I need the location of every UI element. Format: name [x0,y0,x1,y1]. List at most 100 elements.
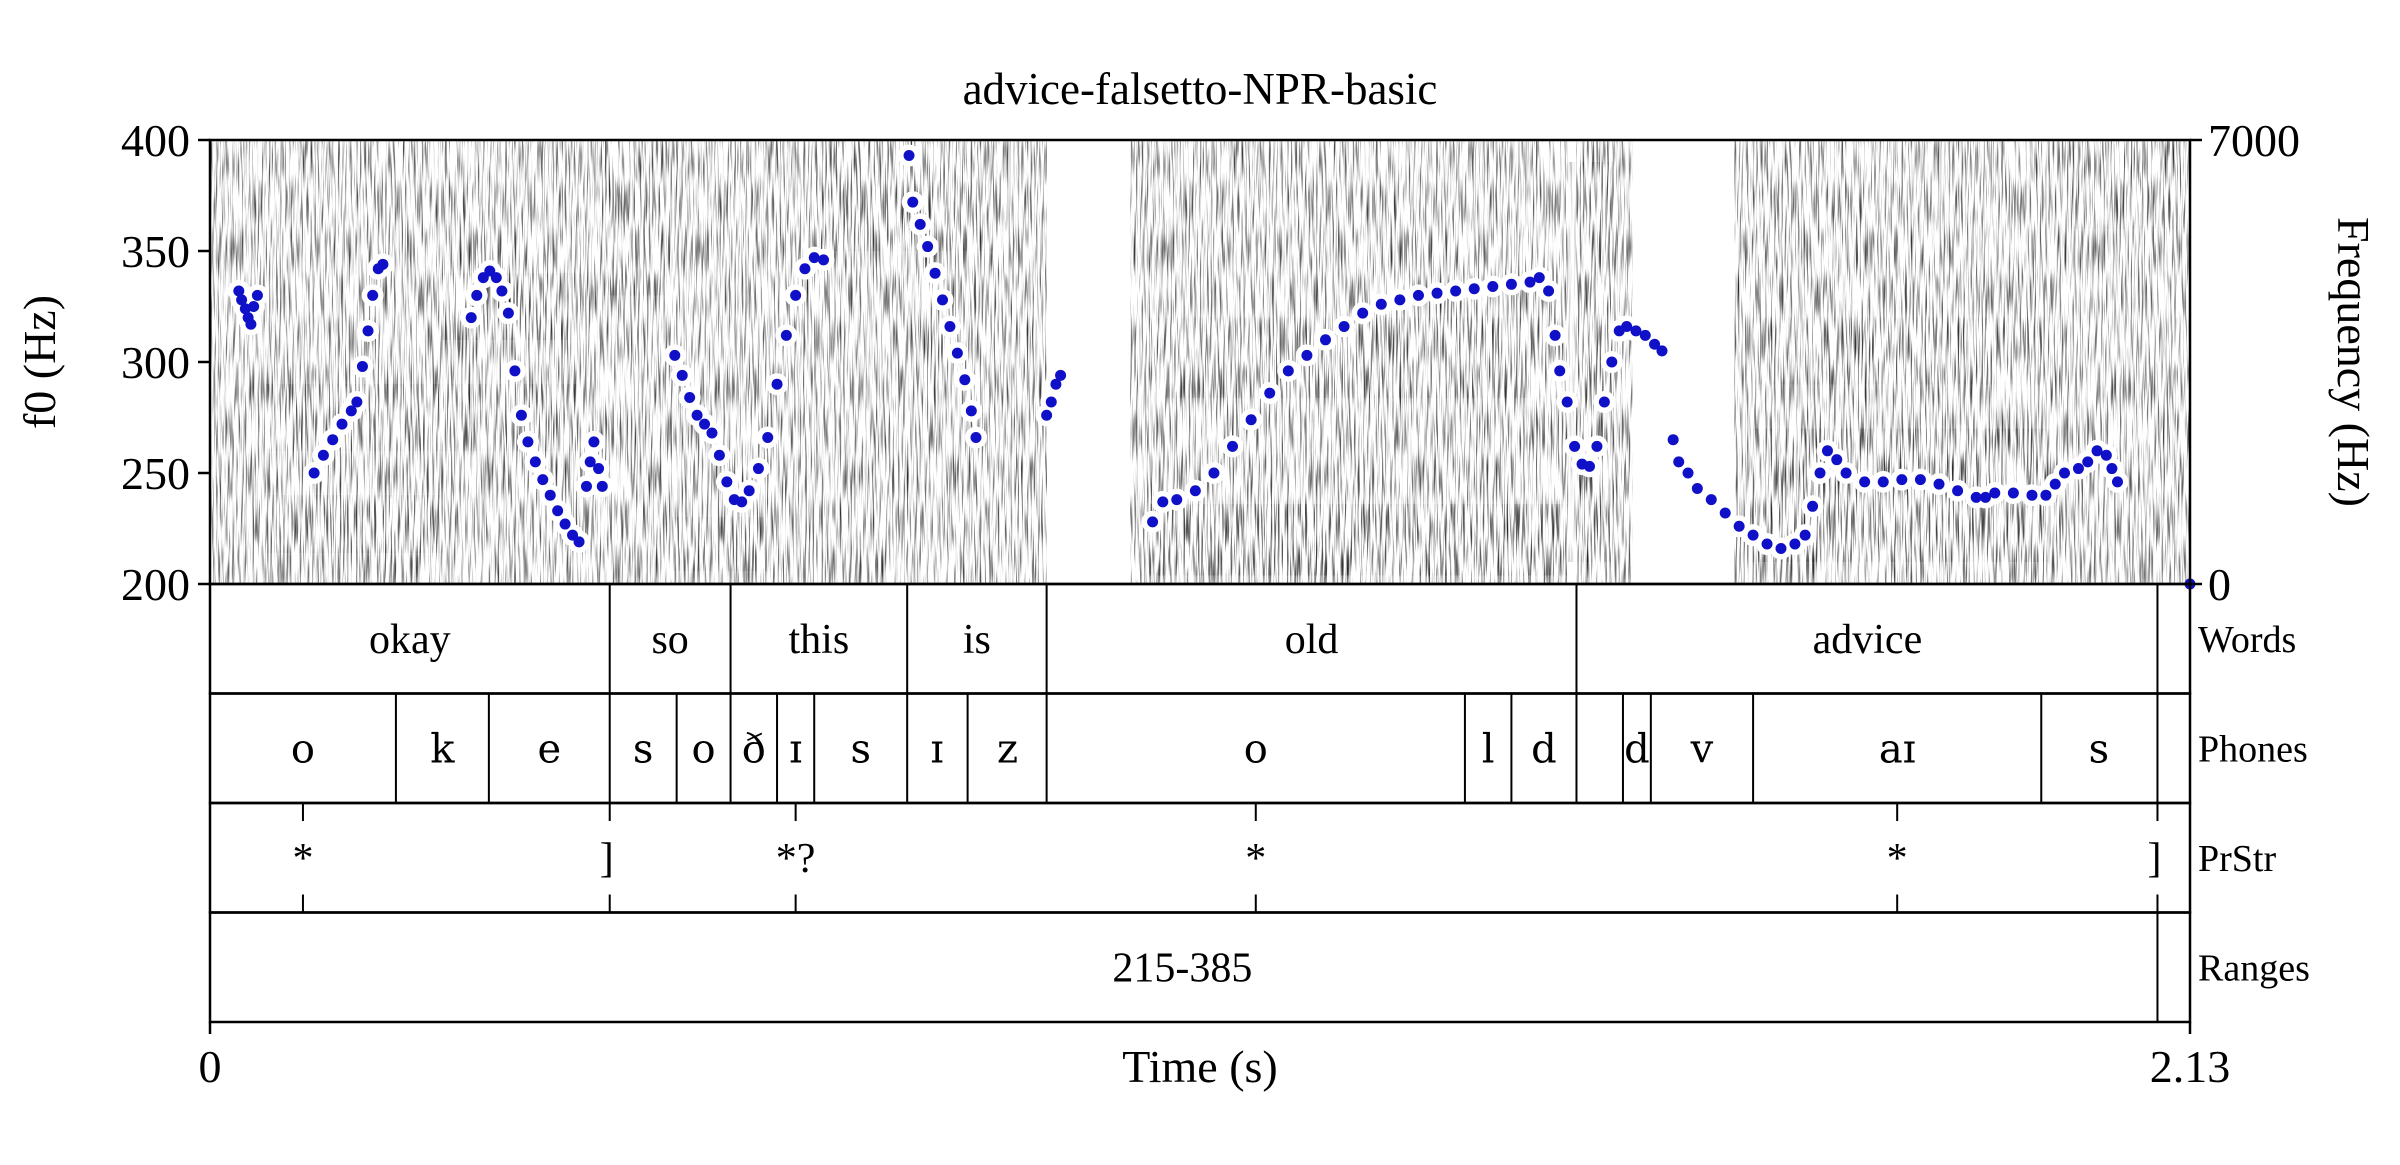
pitch-point [1814,467,1826,479]
pitch-point [1598,396,1610,408]
pitch-point [362,325,374,337]
pitch-point [2059,467,2071,479]
y-axis-label-right: Frequency (Hz) [2328,217,2379,507]
pitch-point [552,505,564,517]
pitch-point [1775,542,1787,554]
pitch-point [351,396,363,408]
pitch-point [1583,460,1595,472]
pitch-point [1859,476,1871,488]
pitch-point [1691,483,1703,495]
pitch-point [1505,278,1517,290]
interval-label: ɪ [931,726,944,772]
pitch-point [799,263,811,275]
pitch-point [251,289,263,301]
pitch-point [699,418,711,430]
tier-name: Words [2198,619,2296,661]
pitch-point [1569,440,1581,452]
pitch-point [1747,529,1759,541]
pitch-point [1524,276,1536,288]
pitch-point [317,449,329,461]
pitch-point [1979,491,1991,503]
interval-label: d [1531,726,1557,772]
pitch-point [970,431,982,443]
pitch-point [529,456,541,468]
y-tick-label: 400 [121,115,190,166]
pitch-point [1733,520,1745,532]
pitch-point [1549,329,1561,341]
interval-label: okay [369,617,451,663]
pitch-point [743,485,755,497]
y-axis-left: 200 250 300 350 400 [121,115,210,610]
point-label: * [1245,836,1266,882]
pitch-point [356,360,368,372]
pitch-point [2106,463,2118,475]
pitch-point [2049,478,2061,490]
pitch-point [1375,298,1387,310]
pitch-point [336,418,348,430]
pitch-point [1208,467,1220,479]
pitch-point [2026,489,2038,501]
pitch-track [233,150,2196,590]
pitch-point [573,536,585,548]
pitch-point [1561,396,1573,408]
interval-label: ð [742,726,766,772]
pitch-point [1245,414,1257,426]
pitch-point [2091,445,2103,457]
interval-label: 215-385 [1112,945,1252,991]
point-label: * [1887,836,1908,882]
pitch-point [236,294,248,306]
spectrogram-formant [265,495,443,553]
pitch-point [1673,456,1685,468]
spectrogram-formant [2069,140,2181,229]
pitch-point [1639,329,1651,341]
pitch-point [471,289,483,301]
pitch-point [559,518,571,530]
interval-label: o [692,726,716,772]
pitch-point [1282,365,1294,377]
tier-name: Ranges [2198,947,2310,989]
y-tick-label: 350 [121,226,190,277]
pitch-point [588,436,600,448]
pitch-point [2007,487,2019,499]
interval-label: aɪ [1879,726,1916,772]
pitch-point [1705,494,1717,506]
spectrogram-formant [1753,317,2051,385]
pitch-point [951,347,963,359]
pitch-point [1533,272,1545,284]
interval-label: e [537,726,561,772]
x-axis: 0 2.13 [199,1022,2230,1092]
pitch-point [721,476,733,488]
pitch-point [593,463,605,475]
pitch-point [1050,378,1062,390]
interval-label: k [430,726,455,772]
pitch-point [790,289,802,301]
pitch-point [1045,396,1057,408]
pitch-point [544,489,556,501]
pitch-point [780,329,792,341]
pitch-point [1933,478,1945,490]
pitch-point [1840,467,1852,479]
point-label: ] [2147,836,2161,882]
interval-label: ɪ [789,726,802,772]
pitch-point [1338,320,1350,332]
pitch-point [345,405,357,417]
pitch-point [1649,338,1661,350]
interval-label: v [1690,726,1714,772]
pitch-point [1789,538,1801,550]
pitch-point [1682,467,1694,479]
interval-label: l [1482,726,1495,772]
interval-label: o [1244,726,1268,772]
pitch-point [752,463,764,475]
pitch-point [1227,440,1239,452]
interval-label: this [789,617,850,663]
pitch-point [1606,356,1618,368]
pitch-point [2040,489,2052,501]
pitch-point [248,301,260,312]
pitch-point [465,312,477,324]
pitch-point [691,409,703,421]
pitch-point [1896,474,1908,486]
pitch-point [1264,387,1276,399]
interval-label: so [651,617,688,663]
pitch-point [1450,285,1462,297]
